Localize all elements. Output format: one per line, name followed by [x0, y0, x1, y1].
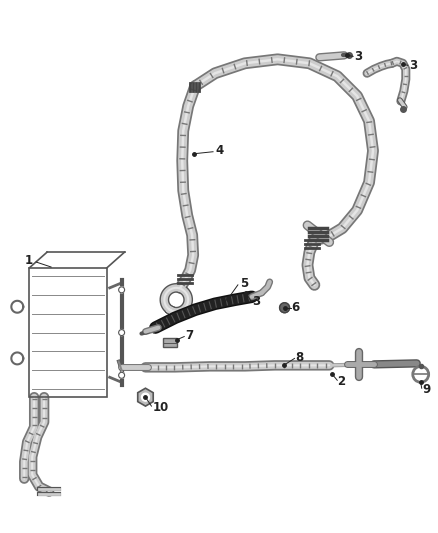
Text: 8: 8 [296, 351, 304, 364]
Circle shape [119, 329, 124, 336]
FancyBboxPatch shape [163, 337, 177, 348]
Text: 5: 5 [240, 277, 248, 290]
Text: 10: 10 [152, 401, 169, 414]
Text: 3: 3 [252, 295, 260, 308]
Text: 9: 9 [423, 383, 431, 395]
Text: 4: 4 [215, 144, 223, 157]
Text: 2: 2 [337, 375, 346, 388]
Circle shape [119, 287, 124, 293]
Circle shape [119, 373, 124, 378]
Circle shape [279, 303, 290, 313]
Polygon shape [138, 388, 153, 406]
Text: 3: 3 [409, 59, 417, 72]
Text: 1: 1 [25, 254, 33, 266]
Text: 6: 6 [292, 301, 300, 314]
Circle shape [141, 393, 149, 401]
Text: 7: 7 [185, 329, 193, 342]
Text: 3: 3 [354, 50, 362, 63]
